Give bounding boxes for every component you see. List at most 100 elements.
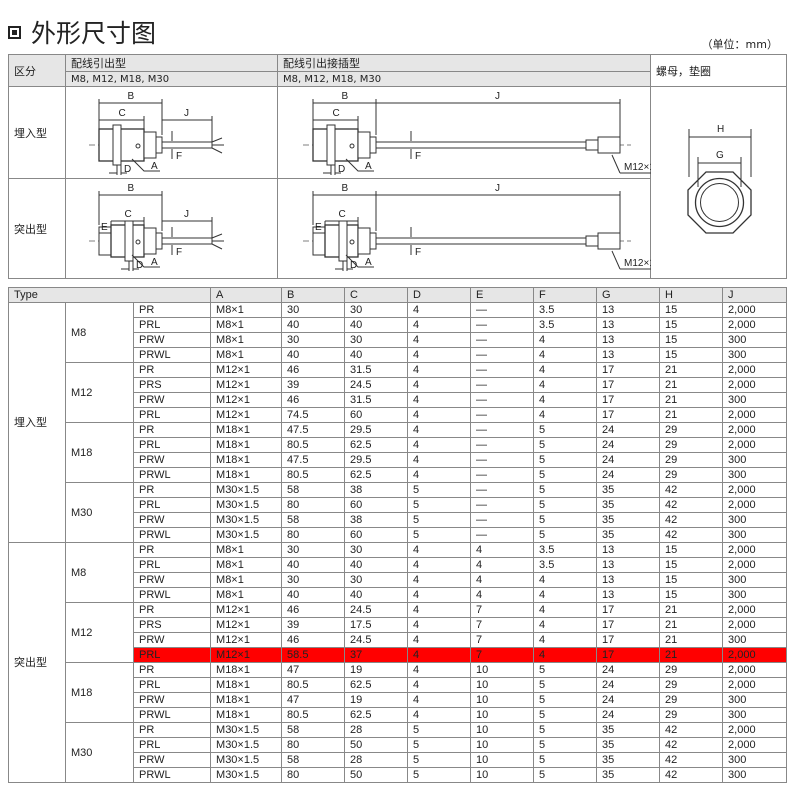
value-cell-d: 4 — [407, 647, 472, 663]
model-cell: PR — [132, 542, 212, 558]
value-cell-j: 300 — [722, 767, 788, 783]
wired-sizes: M8, M12, M18, M30 — [65, 71, 278, 87]
value-cell-f: 5 — [533, 662, 598, 678]
value-cell-b: 80.5 — [281, 677, 346, 693]
value-cell-g: 17 — [596, 647, 661, 663]
value-cell-e: — — [470, 377, 535, 393]
value-cell-h: 42 — [659, 512, 724, 528]
value-cell-g: 13 — [596, 347, 661, 363]
header-nut: 螺母，垫圈 — [650, 54, 787, 87]
connector-sizes: M8, M12, M18, M30 — [277, 71, 651, 87]
value-cell-e: — — [470, 512, 535, 528]
value-cell-a: M12×1 — [210, 407, 283, 423]
value-cell-h: 21 — [659, 377, 724, 393]
value-cell-g: 24 — [596, 707, 661, 723]
value-cell-g: 13 — [596, 302, 661, 318]
value-cell-c: 30 — [344, 572, 409, 588]
column-header-a: A — [210, 287, 283, 303]
value-cell-f: 4 — [533, 632, 598, 648]
value-cell-f: 4 — [533, 392, 598, 408]
value-cell-h: 29 — [659, 467, 724, 483]
model-cell: PRW — [132, 392, 212, 408]
dim-label-b: B — [342, 183, 349, 194]
model-cell: PRWL — [132, 587, 212, 603]
value-cell-a: M12×1 — [210, 392, 283, 408]
thread-size-cell: M30 — [65, 482, 134, 543]
value-cell-a: M30×1.5 — [210, 752, 283, 768]
dim-label-d: D — [350, 260, 357, 271]
value-cell-h: 15 — [659, 317, 724, 333]
value-cell-d: 4 — [407, 407, 472, 423]
value-cell-f: 4 — [533, 587, 598, 603]
table-row: M30 PR M30×1.5 58 28 5 10 5 35 42 2,000 — [9, 722, 788, 783]
model-cell: PRWL — [132, 707, 212, 723]
value-cell-e: — — [470, 527, 535, 543]
value-cell-j: 300 — [722, 452, 788, 468]
highlighted-table-row: PRL M12×1 58.5 37 4 7 4 17 21 2,000 — [9, 647, 788, 663]
value-cell-g: 24 — [596, 437, 661, 453]
value-cell-g: 24 — [596, 662, 661, 678]
value-cell-a: M30×1.5 — [210, 737, 283, 753]
value-cell-j: 300 — [722, 692, 788, 708]
value-cell-d: 4 — [407, 437, 472, 453]
dim-label-f: F — [176, 247, 182, 258]
value-cell-d: 4 — [407, 617, 472, 633]
value-cell-j: 2,000 — [722, 557, 788, 573]
value-cell-c: 29.5 — [344, 422, 409, 438]
value-cell-e: 7 — [470, 632, 535, 648]
table-row: PRL M18×1 80.5 62.5 4—5 24 29 2,000 — [9, 437, 788, 453]
value-cell-j: 2,000 — [722, 677, 788, 693]
value-cell-c: 40 — [344, 347, 409, 363]
value-cell-a: M8×1 — [210, 332, 283, 348]
value-cell-f: 4 — [533, 647, 598, 663]
spec-header-row: Type A B C D E F G H J — [7, 287, 788, 303]
value-cell-j: 2,000 — [722, 722, 788, 738]
model-cell: PRWL — [132, 347, 212, 363]
value-cell-g: 13 — [596, 557, 661, 573]
value-cell-b: 39 — [281, 617, 346, 633]
value-cell-a: M8×1 — [210, 317, 283, 333]
column-header-b: B — [281, 287, 346, 303]
value-cell-b: 58.5 — [281, 647, 346, 663]
value-cell-e: 4 — [470, 542, 535, 558]
model-cell: PRL — [132, 557, 212, 573]
value-cell-c: 38 — [344, 482, 409, 498]
value-cell-e: 4 — [470, 587, 535, 603]
value-cell-j: 300 — [722, 332, 788, 348]
value-cell-b: 47 — [281, 662, 346, 678]
value-cell-f: 4 — [533, 362, 598, 378]
column-header-f: F — [533, 287, 598, 303]
dim-label-j: J — [184, 108, 189, 119]
model-cell: PR — [132, 362, 212, 378]
value-cell-c: 29.5 — [344, 452, 409, 468]
value-cell-b: 40 — [281, 317, 346, 333]
value-cell-b: 30 — [281, 332, 346, 348]
square-bullet-icon — [8, 25, 21, 39]
unit-note: （单位：mm） — [701, 38, 778, 51]
outline-dimension-table: 区分 配线引出型 配线引出接插型 螺母，垫圈 M8, M12, M18, M30… — [8, 54, 787, 279]
model-cell: PRW — [132, 692, 212, 708]
model-cell: PRW — [132, 632, 212, 648]
model-cell: PR — [132, 722, 212, 738]
header-connector: 配线引出接插型 — [277, 54, 651, 72]
dim-label-j: J — [495, 183, 500, 194]
value-cell-b: 80 — [281, 527, 346, 543]
nut-drawing: H G — [687, 124, 752, 234]
value-cell-c: 37 — [344, 647, 409, 663]
value-cell-c: 30 — [344, 542, 409, 558]
table-row: M18 PR M18×1 47 19 4 10 5 24 29 2,000 — [9, 662, 788, 723]
table-row: M18 PR M18×1 47.5 29.5 4—5 24 29 2,000 — [9, 422, 788, 483]
value-cell-f: 5 — [533, 527, 598, 543]
row-label-protruding: 突出型 — [8, 178, 66, 279]
value-cell-d: 4 — [407, 692, 472, 708]
value-cell-g: 35 — [596, 752, 661, 768]
value-cell-j: 300 — [722, 527, 788, 543]
dim-label-h: H — [717, 124, 724, 135]
value-cell-f: 5 — [533, 767, 598, 783]
dim-label-a: A — [365, 161, 372, 172]
value-cell-h: 15 — [659, 347, 724, 363]
value-cell-h: 21 — [659, 362, 724, 378]
value-cell-a: M30×1.5 — [210, 482, 283, 498]
